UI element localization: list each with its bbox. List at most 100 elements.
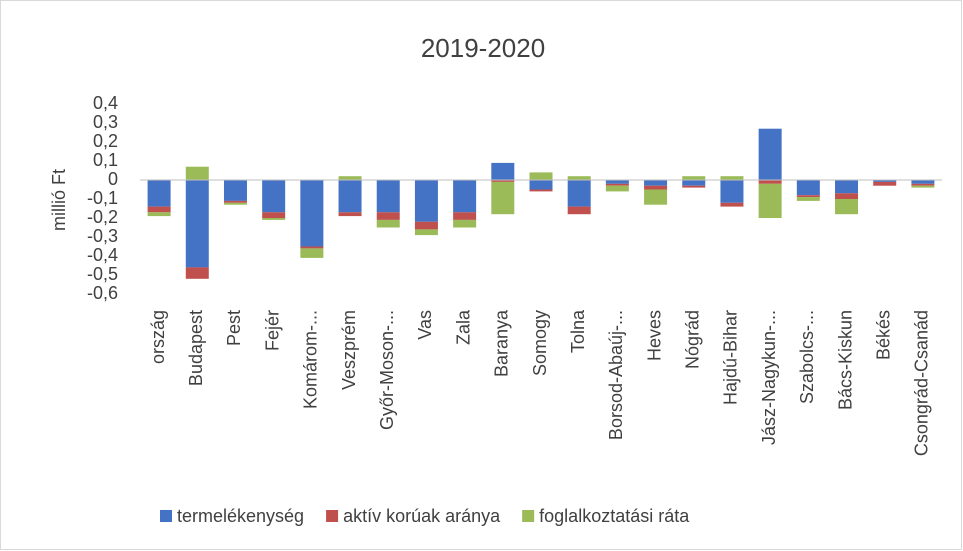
bar-segment <box>453 212 477 220</box>
chart-title: 2019-2020 <box>421 33 545 63</box>
bar-segment <box>414 221 438 230</box>
x-tick-label: Komárom-... <box>301 310 321 409</box>
bar-segment <box>491 162 515 180</box>
y-tick-label: 0,2 <box>93 131 118 151</box>
y-tick-label: 0,1 <box>93 150 118 170</box>
bar-segment <box>185 166 209 180</box>
bar-segment <box>185 180 209 268</box>
bar-segment <box>911 183 935 186</box>
bar-segment <box>758 128 782 180</box>
bar-segment <box>376 180 400 213</box>
bar-segment <box>262 212 286 218</box>
legend-swatch <box>160 510 172 522</box>
x-tick-label: Békés <box>873 310 893 360</box>
bar-segment <box>682 180 706 186</box>
legend-label: termelékenység <box>177 506 304 526</box>
x-tick-label: Jász-Nagykun-... <box>759 310 779 445</box>
bar-segment <box>911 185 935 188</box>
bar-segment <box>720 202 744 207</box>
bar-segment <box>720 180 744 203</box>
bar-segment <box>376 212 400 220</box>
legend-label: aktív korúak aránya <box>343 506 501 526</box>
bar-segment <box>605 183 629 186</box>
bar-segment <box>567 176 591 180</box>
x-tick-label: Szabolcs-... <box>797 310 817 404</box>
bar-segment <box>529 180 553 190</box>
bar-segment <box>223 180 247 201</box>
x-tick-label: Veszprém <box>339 310 359 390</box>
x-tick-label: ország <box>148 310 168 364</box>
bar-segment <box>414 229 438 236</box>
x-tick-label: Hajdú-Bihar <box>721 310 741 405</box>
x-tick-label: Pest <box>224 310 244 346</box>
bar-segment <box>338 180 362 213</box>
bar-segment <box>491 181 515 215</box>
legend-swatch <box>326 510 339 522</box>
bar-segment <box>453 180 477 213</box>
y-tick-label: -0,5 <box>87 264 118 284</box>
bar-segment <box>873 181 897 186</box>
x-tick-label: Zala <box>453 309 473 345</box>
x-tick-label: Budapest <box>186 310 206 386</box>
x-tick-label: Bács-Kiskun <box>835 310 855 410</box>
legend-label: foglalkoztatási ráta <box>539 506 690 526</box>
bar-segment <box>147 206 171 213</box>
x-tick-label: Győr-Moson-... <box>377 310 397 430</box>
bar-segment <box>644 189 668 205</box>
x-tick-label: Baranya <box>492 309 512 377</box>
bar-segment <box>300 180 324 247</box>
bar-segment <box>262 180 286 213</box>
bar-segment <box>414 180 438 222</box>
bar-segment <box>911 180 935 184</box>
x-tick-label: Nógrád <box>683 310 703 369</box>
bar-segment <box>720 176 744 180</box>
x-tick-label: Somogy <box>530 310 550 376</box>
bar-segment <box>873 180 897 182</box>
bar-segment <box>758 183 782 218</box>
x-tick-label: Borsod-Abaúj-... <box>606 310 626 440</box>
bar-segment <box>758 180 782 184</box>
y-tick-label: -0,3 <box>87 226 118 246</box>
bar-segment <box>529 189 553 192</box>
y-tick-label: 0,4 <box>93 93 118 113</box>
bar-segment <box>567 180 591 207</box>
bar-segment <box>835 193 859 199</box>
y-axis-title: millió Ft <box>49 169 69 231</box>
x-tick-label: Vas <box>415 310 435 340</box>
bar-segment <box>835 180 859 194</box>
bar-segment <box>491 180 515 182</box>
y-tick-label: -0,1 <box>87 188 118 208</box>
bar-segment <box>835 199 859 215</box>
x-tick-label: Fejér <box>262 310 282 351</box>
y-tick-label: -0,2 <box>87 207 118 227</box>
bar-segment <box>567 206 591 215</box>
legend-swatch <box>522 510 535 522</box>
bar-segment <box>796 180 820 196</box>
bar-segment <box>529 172 553 180</box>
bar-segment <box>223 200 247 203</box>
bar-segment <box>300 248 324 258</box>
x-tick-label: Heves <box>644 310 664 361</box>
bar-segment <box>644 185 668 190</box>
bar-segment <box>796 195 820 198</box>
bar-segment <box>262 218 286 220</box>
y-tick-label: 0 <box>108 169 118 189</box>
bar-segment <box>644 180 668 186</box>
bar-segment <box>147 180 171 207</box>
bar-segment <box>605 180 629 184</box>
x-tick-label: Csongrád-Csanád <box>912 310 932 456</box>
bar-segment <box>796 197 820 201</box>
bar-segment <box>338 176 362 180</box>
bar-segment <box>605 185 629 192</box>
bar-segment <box>223 202 247 205</box>
bar-segment <box>338 212 362 217</box>
bar-segment <box>147 212 171 217</box>
bar-segment <box>682 176 706 180</box>
bar-segment <box>185 267 209 279</box>
bar-segment <box>682 185 706 188</box>
y-tick-label: -0,4 <box>87 245 118 265</box>
bar-segment <box>453 219 477 228</box>
bar-segment <box>300 246 324 249</box>
